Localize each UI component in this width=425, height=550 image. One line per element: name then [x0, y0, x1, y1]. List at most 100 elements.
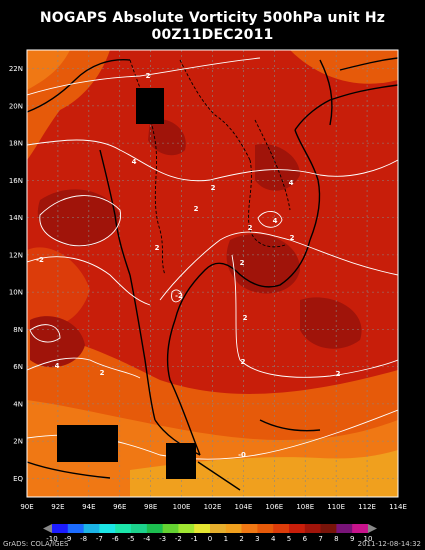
country-borders: [129, 59, 291, 276]
colorbar: -10 -9 -8 -7 -6 -5 -4 -3 -2 -1 0 1 2 3 4 5 6 7 8 9 10: [43, 524, 377, 543]
latitude-tick-label: 12N: [9, 251, 23, 259]
colorbar-swatch: [83, 524, 100, 533]
coastlines: [27, 57, 398, 491]
colorbar-label: 8: [334, 535, 338, 543]
contour-2-center: [159, 231, 398, 301]
latitude-tick-label: 8N: [13, 326, 23, 334]
field-orange-nw: [27, 50, 110, 160]
coast-guangdong: [339, 57, 398, 71]
coast-china-south: [27, 58, 131, 113]
colorbar-swatch: [304, 524, 321, 533]
contour-label: 2: [194, 205, 199, 213]
colorbar-label: 5: [287, 535, 291, 543]
colorbar-label: 3: [255, 535, 259, 543]
colorbar-label: -9: [64, 535, 71, 543]
longitude-tick-label: 102E: [204, 503, 222, 511]
longitude-tick-label: 104E: [235, 503, 253, 511]
contour-label: -2: [36, 256, 44, 264]
latitude-tick-label: 4N: [13, 400, 23, 408]
colorbar-right-arrow: [368, 524, 377, 533]
longitude-tick-label: 106E: [265, 503, 283, 511]
colorbar-label: 6: [303, 535, 308, 543]
contour-label: 4: [132, 158, 137, 166]
colorbar-label: -8: [80, 535, 87, 543]
colorbar-swatch: [194, 524, 211, 533]
contour-label: -2: [175, 292, 183, 300]
contour-4-west: [39, 195, 122, 247]
colorbar-swatch: [146, 524, 163, 533]
contour-4-sw: [27, 357, 141, 379]
colorbar-swatch: [115, 524, 132, 533]
colorbar-label: -2: [175, 535, 182, 543]
longitude-tick-label: 94E: [82, 503, 95, 511]
latitude-tick-label: 22N: [9, 65, 23, 73]
colorbar-label: 10: [364, 535, 373, 543]
field-darkred-east: [300, 297, 362, 349]
colorbar-swatch: [225, 524, 242, 533]
field-yellow-south: [130, 450, 398, 497]
colorbar-swatch: [257, 524, 274, 533]
coast-myanmar: [99, 149, 131, 276]
latitude-tick-label: 14N: [9, 214, 23, 222]
map-plot-area: [27, 50, 398, 497]
field-darkred-sw: [30, 316, 85, 368]
longitude-tick-label: 92E: [51, 503, 64, 511]
map-title: NOGAPS Absolute Vorticity 500hPa unit Hz: [39, 10, 386, 26]
contour-label: 2: [146, 72, 151, 80]
contour-label: 2: [240, 259, 245, 267]
colorbar-label: -4: [143, 535, 151, 543]
contour-north: [27, 57, 261, 96]
coast-china-gulf: [294, 84, 398, 131]
colorbar-left-arrow: [43, 524, 52, 533]
colorbar-label: 1: [224, 535, 228, 543]
colorbar-label: -6: [112, 535, 120, 543]
colorbar-label: 7: [318, 535, 322, 543]
map-subtitle: 00Z11DEC2011: [151, 27, 274, 43]
colorbar-swatch: [210, 524, 227, 533]
coast-sumatra-north: [197, 461, 241, 491]
latitude-tick-label: EQ: [13, 475, 23, 483]
latitude-tick-label: 16N: [9, 177, 23, 185]
colorbar-swatch: [241, 524, 258, 533]
colorbar-swatch: [336, 524, 353, 533]
contour-4-laos: [257, 211, 283, 228]
latitude-ticks: EQ 2N 4N 6N 8N 10N 12N 14N 16N 18N 20N 22N: [9, 65, 24, 483]
contour-label: 2: [155, 244, 160, 252]
contour-2-southeast: [231, 254, 398, 378]
field-orange-ne: [290, 50, 398, 84]
colorbar-label: -10: [46, 535, 57, 543]
contour-label: 2: [243, 314, 248, 322]
contour-label: 4: [55, 362, 60, 370]
colorbar-swatch: [131, 524, 148, 533]
longitude-tick-label: 90E: [20, 503, 33, 511]
border-thai-cambodia: [248, 159, 286, 248]
coast-natuna: [259, 419, 321, 432]
coast-hainan: [319, 59, 333, 126]
contour-small: [171, 289, 183, 303]
field-orange2-nw: [27, 50, 70, 90]
longitude-tick-label: 100E: [173, 503, 191, 511]
latitude-tick-label: 18N: [9, 140, 23, 148]
contour-label: 2: [290, 234, 295, 242]
colorbar-swatch: [67, 524, 84, 533]
border-laos-north: [179, 59, 251, 161]
colorbar-swatch: [273, 524, 290, 533]
missing-data-box-sw: [57, 425, 118, 462]
longitude-ticks: 90E 92E 94E 96E 98E 100E 102E 104E 106E 108E 110E 1…: [20, 503, 407, 511]
colorbar-swatch: [289, 524, 306, 533]
colorbar-label: -5: [128, 535, 135, 543]
colorbar-swatch: [320, 524, 337, 533]
map-frame: [26, 49, 399, 498]
coast-cambodia-vietnam: [234, 239, 311, 288]
contour-label: 2: [336, 370, 341, 378]
colorbar-swatch: [162, 524, 179, 533]
border-laos-vietnam: [254, 119, 291, 211]
colorbar-label: -1: [191, 535, 198, 543]
field-red-west: [27, 247, 90, 330]
longitude-tick-label: 98E: [144, 503, 157, 511]
contour-label: 2: [100, 369, 105, 377]
latitude-tick-label: 20N: [9, 102, 23, 110]
colorbar-label: -7: [96, 535, 103, 543]
colorbar-swatch: [352, 524, 369, 533]
